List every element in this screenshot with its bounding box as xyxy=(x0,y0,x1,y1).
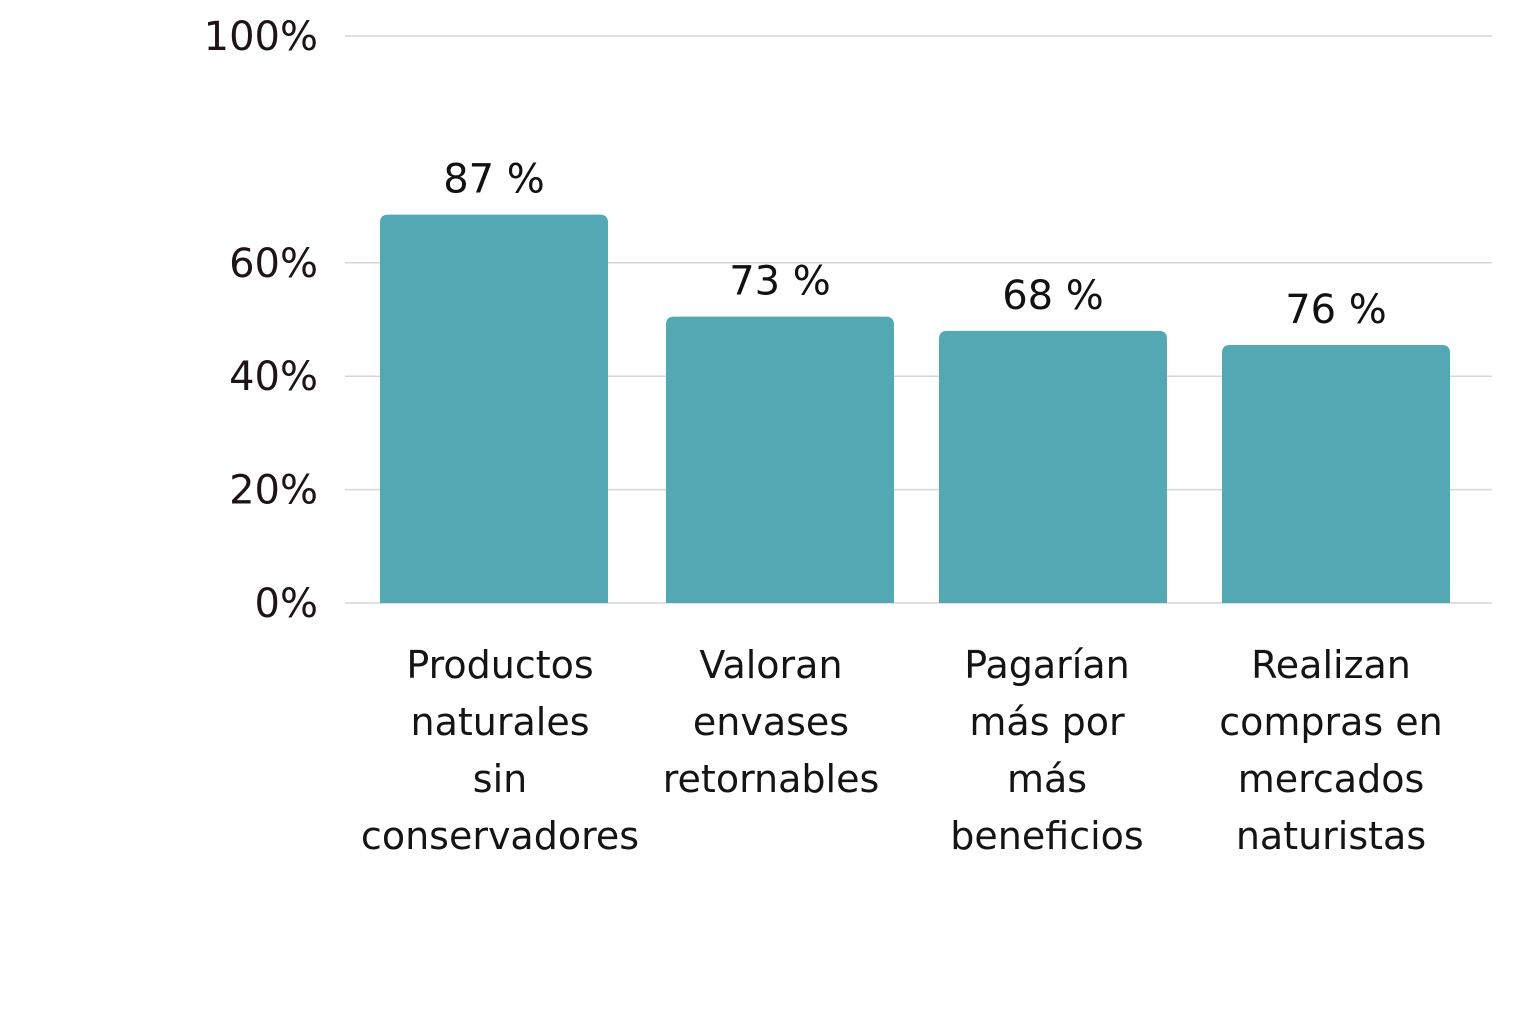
y-tick-label-40: 40% xyxy=(229,354,318,400)
bar-1 xyxy=(380,214,608,604)
data-label-4: 76 % xyxy=(1285,287,1387,333)
category-label-2: Valoran envases retornables xyxy=(663,643,880,801)
category-label-line: Productos xyxy=(406,643,593,687)
y-axis-ticks: 0% 20% 40% 60% 100% xyxy=(204,14,318,627)
category-label-3: Pagarían más por más beneficios xyxy=(950,643,1143,858)
y-tick-label-0: 0% xyxy=(255,581,318,627)
category-label-line: mercados xyxy=(1238,757,1425,801)
category-label-line: compras en xyxy=(1219,700,1443,744)
category-label-line: Pagarían xyxy=(964,643,1129,687)
category-label-line: Realizan xyxy=(1251,643,1411,687)
data-label-2: 73 % xyxy=(729,259,831,305)
y-tick-label-100: 100% xyxy=(204,14,318,60)
category-label-line: envases xyxy=(693,700,849,744)
y-tick-label-20: 20% xyxy=(229,468,318,514)
category-label-line: retornables xyxy=(663,757,880,801)
category-label-line: conservadores xyxy=(361,814,639,858)
bars xyxy=(380,214,1450,604)
category-label-line: beneficios xyxy=(950,814,1143,858)
y-tick-label-60: 60% xyxy=(229,241,318,287)
data-label-3: 68 % xyxy=(1002,273,1104,319)
data-labels: 87 % 73 % 68 % 76 % xyxy=(443,157,1387,333)
category-label-4: Realizan compras en mercados naturistas xyxy=(1219,643,1443,858)
category-label-line: sin xyxy=(473,757,527,801)
category-label-line: más por xyxy=(969,700,1125,744)
category-labels: Productos naturales sin conservadores Valora… xyxy=(361,643,1443,858)
category-label-line: Valoran xyxy=(699,643,842,687)
category-label-line: más xyxy=(1007,757,1087,801)
data-label-1: 87 % xyxy=(443,157,545,203)
category-label-line: naturales xyxy=(411,700,590,744)
category-label-1: Productos naturales sin conservadores xyxy=(361,643,639,858)
bar-2 xyxy=(666,316,894,603)
bar-3 xyxy=(939,330,1167,603)
bar-4 xyxy=(1222,345,1450,603)
category-label-line: naturistas xyxy=(1236,814,1426,858)
